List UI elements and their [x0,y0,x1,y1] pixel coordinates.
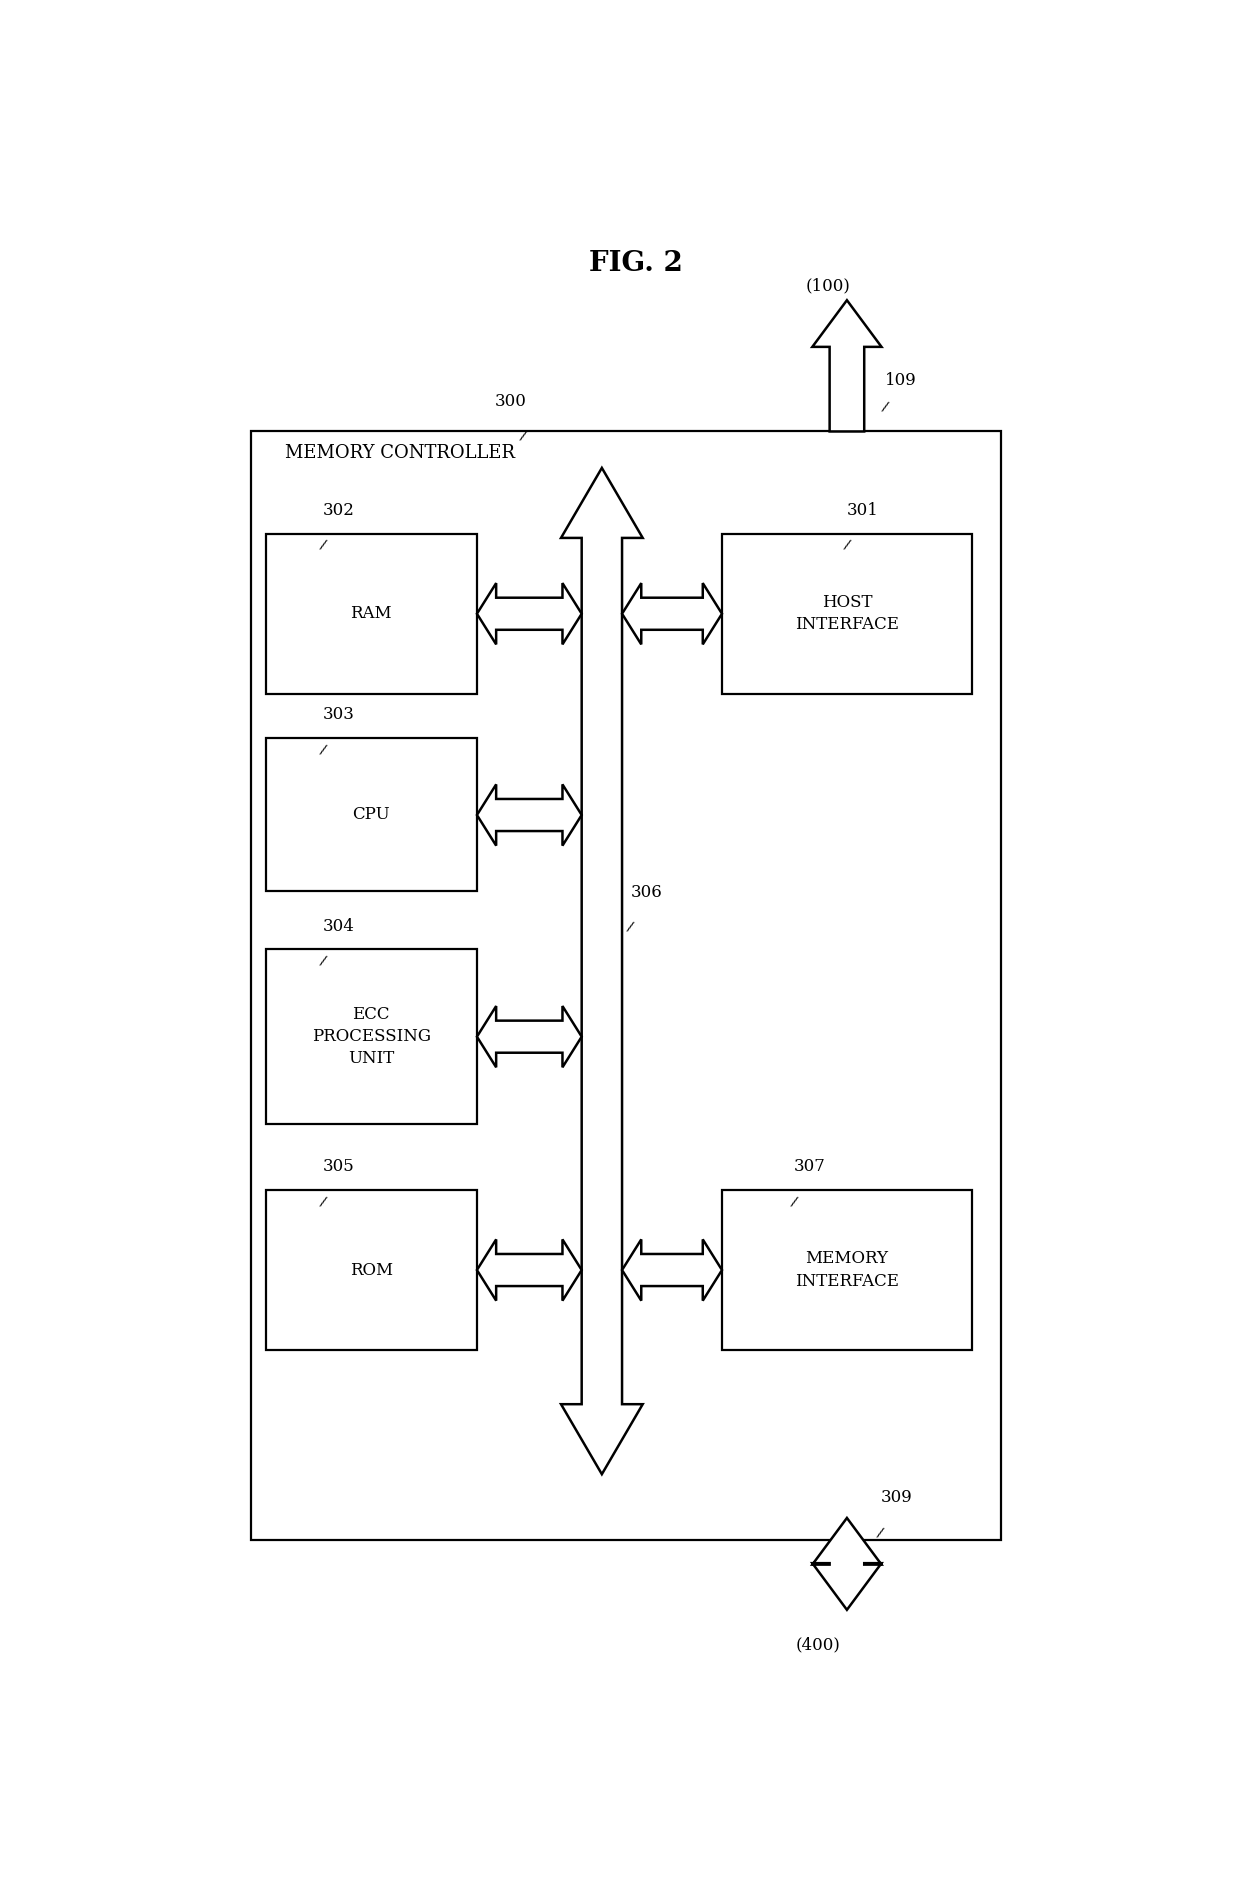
Text: 303: 303 [324,706,355,724]
Text: MEMORY CONTROLLER: MEMORY CONTROLLER [285,445,515,462]
Text: ∕: ∕ [842,538,851,553]
Text: (100): (100) [805,277,851,294]
Text: (400): (400) [796,1636,841,1653]
Text: MEMORY
INTERFACE: MEMORY INTERFACE [795,1250,899,1290]
Text: 301: 301 [847,502,879,519]
Text: CPU: CPU [352,805,391,822]
Text: 109: 109 [885,371,918,388]
Text: ∕: ∕ [319,953,327,968]
Polygon shape [560,468,642,1474]
Text: ∕: ∕ [319,742,327,758]
Text: 309: 309 [880,1489,913,1506]
Text: 305: 305 [324,1159,355,1174]
Text: RAM: RAM [351,606,392,623]
Bar [265,949,477,1125]
Text: ∕: ∕ [319,1193,327,1208]
Text: HOST
INTERFACE: HOST INTERFACE [795,595,899,633]
Text: ∕: ∕ [789,1193,799,1208]
Text: 302: 302 [324,502,355,519]
Polygon shape [477,784,582,845]
Text: ∕: ∕ [875,1525,885,1540]
Text: FIG. 2: FIG. 2 [589,250,682,277]
Polygon shape [477,583,582,644]
Bar [722,1189,972,1350]
Polygon shape [622,583,722,644]
Polygon shape [812,1517,882,1610]
Polygon shape [477,1006,582,1068]
Text: ∕: ∕ [518,428,527,443]
Text: ∕: ∕ [880,400,889,415]
Bar [265,534,477,693]
Bar [722,534,972,693]
Polygon shape [477,1239,582,1301]
Text: ∕: ∕ [626,920,635,934]
Text: ECC
PROCESSING
UNIT: ECC PROCESSING UNIT [311,1006,430,1068]
Polygon shape [622,1239,722,1301]
Text: 307: 307 [794,1159,826,1174]
Text: 304: 304 [324,917,355,934]
Text: 300: 300 [495,392,527,409]
Polygon shape [812,299,882,432]
Text: 306: 306 [631,884,662,902]
Text: ∕: ∕ [319,538,327,553]
Bar [250,432,1001,1540]
Bar [265,737,477,890]
Bar [265,1189,477,1350]
Text: ROM: ROM [350,1261,393,1278]
